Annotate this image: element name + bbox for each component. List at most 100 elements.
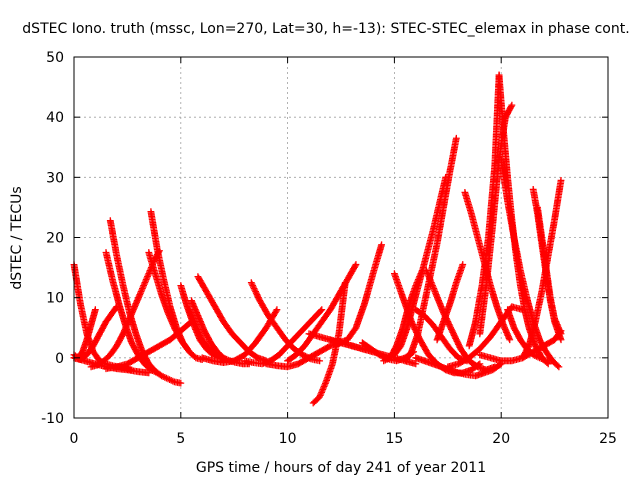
data-point — [177, 379, 185, 387]
data-point — [551, 316, 559, 324]
data-point — [250, 285, 258, 292]
data-point — [429, 282, 436, 289]
y-tick-label: 20 — [46, 231, 64, 247]
data-point — [381, 356, 389, 364]
data-point — [506, 336, 514, 344]
data-point — [189, 313, 196, 321]
x-axis-title: GPS time / hours of day 241 of year 2011 — [196, 460, 486, 476]
data-point — [169, 377, 177, 385]
data-point — [447, 324, 454, 332]
x-tick-label: 15 — [385, 431, 403, 447]
data-point — [533, 352, 540, 360]
data-point — [557, 327, 565, 335]
y-tick-label: 40 — [46, 110, 64, 126]
data-point — [383, 355, 391, 363]
y-tick-label: 10 — [46, 291, 64, 307]
data-series — [185, 306, 219, 359]
data-point — [455, 340, 462, 348]
y-tick-label: 50 — [46, 50, 64, 66]
data-point — [413, 330, 421, 338]
data-point — [452, 336, 460, 344]
data-point — [168, 318, 176, 326]
data-point — [341, 279, 349, 287]
data-point — [504, 331, 512, 339]
y-tick-labels: -10 0 10 20 30 40 50 — [41, 50, 64, 427]
axis-ticks — [73, 56, 609, 419]
data-point — [319, 386, 327, 393]
data-point — [253, 291, 261, 299]
data-point — [158, 372, 165, 380]
data-point — [459, 261, 467, 268]
data-series — [102, 318, 195, 373]
data-point — [140, 282, 147, 289]
data-point — [448, 325, 455, 333]
data-point — [144, 271, 152, 279]
data-point — [126, 315, 133, 323]
data-point — [132, 300, 140, 308]
y-axis-title: dSTEC / TECUs — [9, 186, 25, 289]
data-point — [183, 345, 191, 353]
data-point — [318, 306, 326, 314]
x-tick-label: 25 — [599, 431, 617, 447]
data-point — [255, 294, 262, 302]
data-point — [252, 288, 259, 295]
data-point — [452, 134, 460, 142]
data-point — [159, 373, 167, 380]
data-series — [476, 101, 516, 338]
data-series — [444, 303, 526, 371]
data-point — [119, 330, 127, 338]
data-point — [320, 383, 328, 390]
data-point — [195, 313, 202, 321]
data-point — [250, 283, 257, 291]
data-point — [169, 321, 177, 329]
y-tick-label: 30 — [46, 170, 64, 186]
data-point — [316, 393, 323, 401]
data-point — [557, 176, 565, 184]
data-series — [198, 306, 281, 366]
data-point — [164, 375, 172, 383]
data-series — [188, 297, 253, 368]
data-point — [190, 303, 198, 311]
data-point — [453, 337, 461, 345]
data-point — [534, 353, 542, 361]
data-point — [191, 319, 199, 327]
y-tick-label: -10 — [41, 411, 64, 427]
data-point — [251, 286, 259, 294]
data-point — [378, 241, 385, 249]
data-point — [351, 262, 359, 270]
data-point — [519, 306, 526, 314]
data-point — [553, 319, 560, 327]
data-points — [70, 71, 565, 407]
data-point — [452, 334, 459, 342]
data-point — [445, 321, 453, 329]
data-point — [199, 324, 207, 332]
data-point — [414, 331, 422, 339]
data-point — [127, 312, 135, 320]
x-tick-label: 5 — [176, 431, 185, 447]
data-point — [121, 327, 128, 335]
data-point — [194, 327, 202, 335]
data-point — [352, 261, 360, 268]
data-series — [519, 176, 565, 362]
x-tick-label: 20 — [492, 431, 510, 447]
data-point — [317, 390, 325, 398]
data-point — [129, 307, 137, 315]
data-series — [476, 327, 565, 365]
data-series — [326, 241, 385, 347]
data-point — [446, 322, 454, 330]
data-series — [284, 261, 360, 365]
data-point — [166, 376, 173, 383]
data-series — [534, 204, 565, 338]
data-point — [412, 327, 420, 335]
data-point — [408, 319, 416, 327]
data-series — [102, 249, 161, 377]
data-point — [167, 377, 175, 384]
data-point — [273, 306, 281, 314]
data-point — [190, 316, 198, 324]
data-point — [449, 328, 457, 336]
data-point — [450, 330, 457, 338]
data-point — [555, 363, 563, 371]
data-point — [167, 315, 174, 323]
data-point — [448, 327, 456, 335]
data-point — [450, 331, 458, 339]
